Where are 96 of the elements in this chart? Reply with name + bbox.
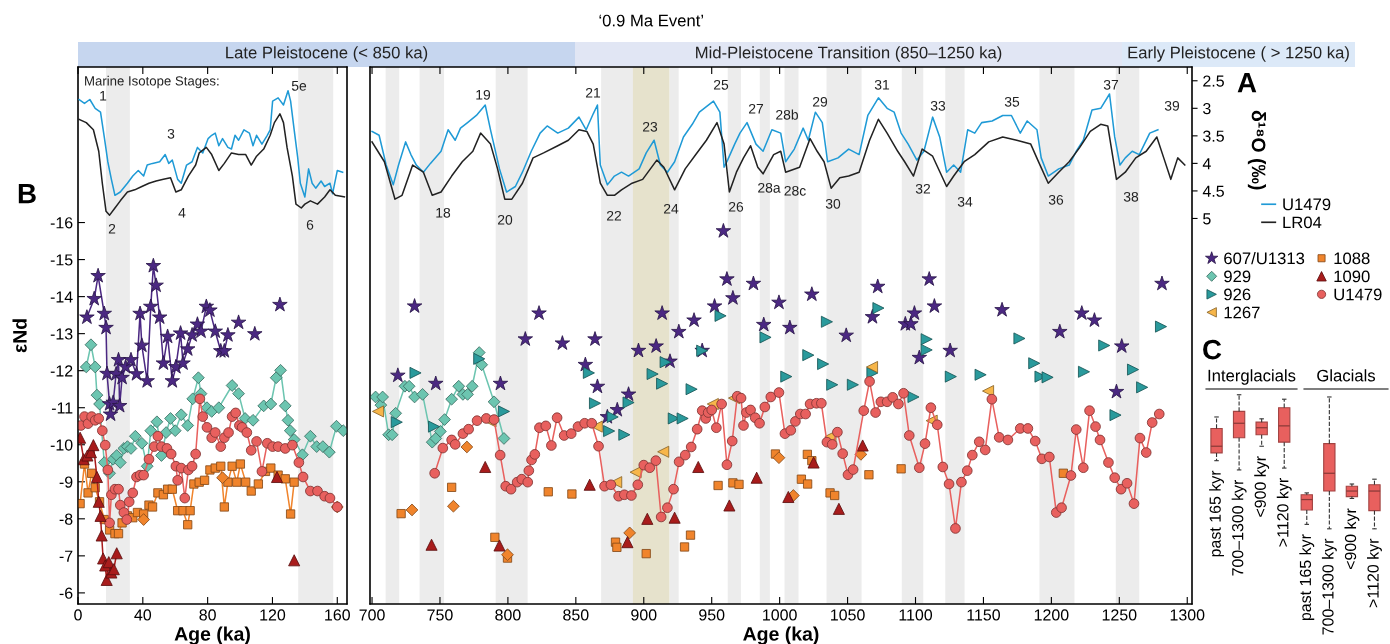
x-tick-label: 1050 bbox=[831, 609, 865, 621]
annotation: 29 bbox=[812, 96, 828, 107]
x-tick-label: 40 bbox=[134, 609, 152, 621]
annotation: 21 bbox=[585, 87, 601, 98]
text: Mid-Pleistocene Transition (850–1250 ka) bbox=[696, 46, 1002, 62]
annotation: 31 bbox=[874, 79, 890, 90]
annotation: 27 bbox=[748, 103, 764, 114]
annotation: 1 bbox=[100, 91, 107, 101]
y-tick-label: -10 bbox=[50, 439, 73, 451]
category-label: >1120 kyr bbox=[1367, 538, 1382, 608]
x-tick-label: 900 bbox=[631, 609, 657, 621]
x-tick-label: 1100 bbox=[899, 609, 933, 621]
band-label: ‘0.9 Ma Event’ bbox=[599, 14, 704, 27]
legend-label: 1267 bbox=[1224, 306, 1260, 319]
annotation: 3 bbox=[167, 128, 175, 139]
annotation: 25 bbox=[713, 79, 729, 90]
x-tick-label: 750 bbox=[427, 609, 453, 621]
legend-label: U1479 bbox=[1283, 198, 1331, 211]
annotation: 35 bbox=[1004, 96, 1020, 107]
annotation: 18 bbox=[436, 207, 451, 218]
x-axis-title: Age (ka) bbox=[743, 626, 819, 644]
annotation: 38 bbox=[1123, 191, 1139, 202]
annotation: 4 bbox=[178, 208, 186, 218]
annotation: 6 bbox=[306, 219, 314, 230]
x-tick-label: 800 bbox=[495, 609, 521, 621]
x-tick-label: 950 bbox=[699, 609, 725, 621]
annotation: 28a bbox=[758, 182, 781, 193]
annotation: 2 bbox=[108, 223, 116, 234]
annotation: Marine Isotope Stages: bbox=[85, 75, 219, 89]
y2-tick-label: 4.5 bbox=[1202, 185, 1224, 197]
annotation: 37 bbox=[1103, 79, 1119, 90]
x-tick-label: 850 bbox=[563, 609, 589, 621]
category-label: >1120 kyr bbox=[1276, 478, 1292, 547]
y2-tick-label: 2.5 bbox=[1203, 75, 1224, 87]
y-tick-label: -9 bbox=[59, 476, 73, 488]
y-tick-label: -11 bbox=[51, 402, 73, 414]
annotation: 5e bbox=[291, 81, 307, 91]
annotation: 34 bbox=[957, 196, 973, 207]
x-tick-label: 1150 bbox=[967, 609, 1000, 621]
y-tick-label: -12 bbox=[50, 365, 73, 377]
annotation: Glacials bbox=[1317, 369, 1376, 382]
annotation: A bbox=[1237, 73, 1257, 93]
annotation: 32 bbox=[915, 183, 931, 194]
x-tick-label: 80 bbox=[199, 609, 216, 621]
y-tick-label: -7 bbox=[59, 550, 73, 562]
legend-label: LR04 bbox=[1283, 216, 1322, 229]
x-axis-title: Age (ka) bbox=[174, 626, 250, 644]
annotation: 24 bbox=[663, 203, 679, 214]
annotation: 36 bbox=[1048, 194, 1064, 205]
category-label: 700–1300 kyr bbox=[1231, 479, 1247, 576]
x-tick-label: 160 bbox=[325, 609, 350, 621]
text: Late Pleistocene (< 850 ka) bbox=[226, 46, 428, 62]
annotation: 28c bbox=[784, 185, 806, 196]
x-tick-label: 1250 bbox=[1102, 609, 1137, 621]
y-tick-label: -15 bbox=[50, 254, 73, 266]
category-label: 700–1300 kyr bbox=[1321, 538, 1337, 635]
category-label: past 165 kyr bbox=[1209, 470, 1224, 557]
x-tick-label: 120 bbox=[260, 609, 286, 621]
legend-label: 929 bbox=[1224, 270, 1251, 283]
annotation: 28b bbox=[776, 109, 799, 120]
category-label: <900 kyr bbox=[1254, 456, 1270, 517]
y-tick-label: -14 bbox=[50, 291, 73, 303]
legend-label: 1088 bbox=[1334, 252, 1370, 265]
annotation: 33 bbox=[930, 100, 946, 111]
annotation: 23 bbox=[642, 121, 658, 132]
y2-tick-label: 3.5 bbox=[1203, 130, 1224, 142]
x-tick-label: 1300 bbox=[1170, 609, 1205, 621]
annotation: 22 bbox=[606, 210, 622, 221]
x-tick-label: 1000 bbox=[763, 609, 797, 621]
text: B bbox=[18, 184, 36, 204]
y-tick-label: -13 bbox=[50, 328, 73, 340]
legend-label: U1479 bbox=[1334, 288, 1382, 301]
y-tick-label: -16 bbox=[50, 217, 73, 229]
category-label: past 165 kyr bbox=[1299, 534, 1315, 621]
legend-label: 607/U1313 bbox=[1224, 252, 1305, 265]
y2-tick-label: 3 bbox=[1203, 102, 1211, 115]
y-tick-label: -6 bbox=[59, 587, 73, 599]
annotation: 20 bbox=[497, 214, 513, 225]
legend-label: 926 bbox=[1224, 288, 1251, 301]
annotation: 19 bbox=[476, 89, 491, 100]
x-tick-label: 0 bbox=[74, 609, 82, 621]
annotation: 39 bbox=[1164, 100, 1180, 111]
annotation: C bbox=[1203, 339, 1222, 360]
annotation: 30 bbox=[825, 198, 841, 209]
annotation: Interglacials bbox=[1208, 369, 1296, 385]
text: Early Pleistocene ( > 1250 ka) bbox=[1128, 46, 1349, 62]
y-tick-label: -8 bbox=[59, 513, 73, 525]
y2-axis-title: δ¹⁸O (‰) bbox=[1247, 110, 1266, 190]
x-tick-label: 700 bbox=[359, 609, 385, 621]
y2-tick-label: 4 bbox=[1202, 158, 1211, 170]
y2-tick-label: 5 bbox=[1203, 213, 1211, 225]
annotation: 26 bbox=[728, 201, 744, 212]
category-label: <900 kyr bbox=[1344, 508, 1360, 570]
y-axis-title: εNd bbox=[12, 319, 27, 353]
legend-label: 1090 bbox=[1334, 270, 1370, 283]
x-tick-label: 1200 bbox=[1034, 609, 1069, 621]
